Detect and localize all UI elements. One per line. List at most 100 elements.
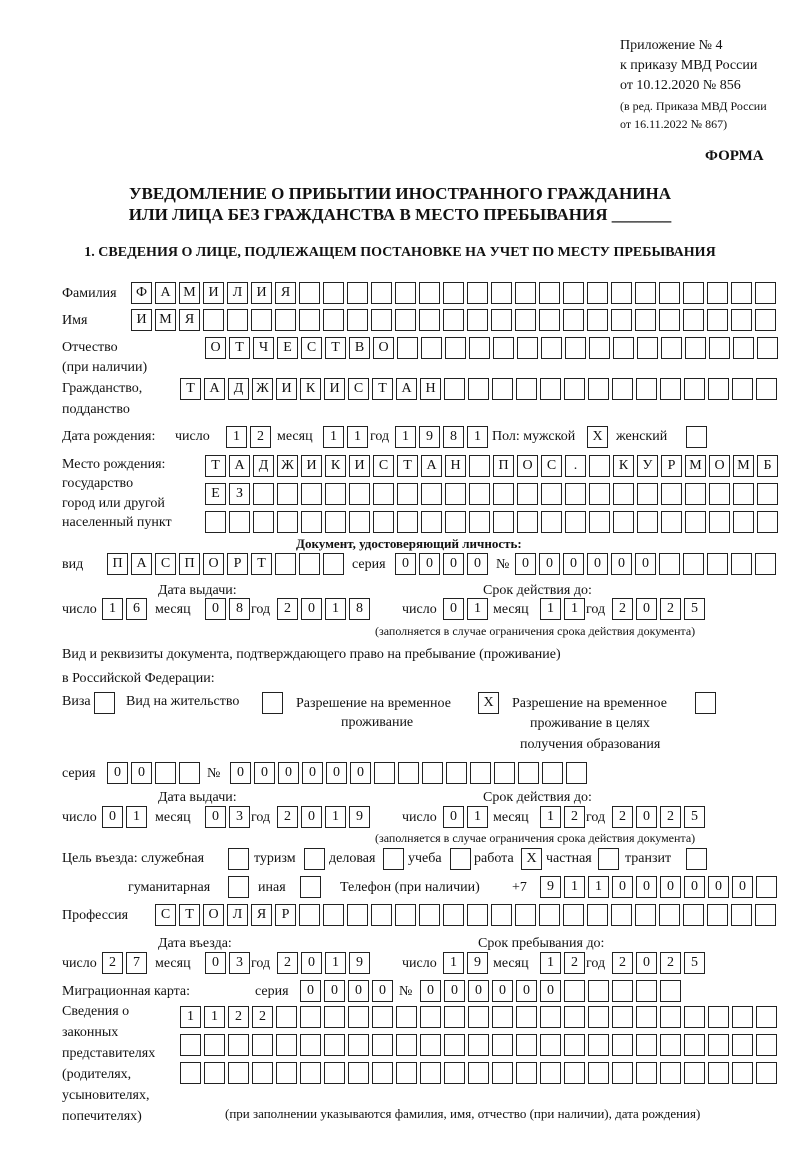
char-cell[interactable] [515,309,536,331]
char-cell[interactable]: И [301,455,322,477]
char-cell[interactable] [180,1034,201,1056]
char-cell[interactable] [637,511,658,533]
char-cell[interactable] [276,1006,297,1028]
char-cell[interactable] [300,1062,321,1084]
char-cell[interactable] [276,1034,297,1056]
char-cell[interactable]: 0 [444,980,465,1002]
char-cell[interactable] [348,1062,369,1084]
char-cell[interactable]: И [251,282,272,304]
char-cell[interactable] [515,282,536,304]
char-cell[interactable] [707,553,728,575]
char-cell[interactable] [733,337,754,359]
char-cell[interactable] [299,282,320,304]
char-cell[interactable] [660,1006,681,1028]
char-cell[interactable]: 0 [516,980,537,1002]
char-cell[interactable]: 0 [612,876,633,898]
char-cell[interactable]: Л [227,904,248,926]
char-cell[interactable] [275,309,296,331]
char-cell[interactable] [637,337,658,359]
char-cell[interactable] [444,1034,465,1056]
char-cell[interactable]: П [493,455,514,477]
char-cell[interactable] [588,1034,609,1056]
char-cell[interactable] [611,904,632,926]
char-cell[interactable] [300,1034,321,1056]
char-cell[interactable] [660,378,681,400]
char-cell[interactable] [566,762,587,784]
checkbox-cell[interactable] [94,692,115,714]
char-cell[interactable] [371,282,392,304]
char-cell[interactable]: 0 [636,598,657,620]
char-cell[interactable] [467,904,488,926]
char-cell[interactable]: 1 [102,598,123,620]
char-cell[interactable]: 0 [636,876,657,898]
checkbox-cell[interactable] [304,848,325,870]
char-cell[interactable] [731,904,752,926]
checkbox-cell[interactable] [300,876,321,898]
char-cell[interactable] [612,980,633,1002]
char-cell[interactable]: 0 [443,598,464,620]
char-cell[interactable]: П [107,553,128,575]
char-cell[interactable]: 6 [126,598,147,620]
char-cell[interactable]: 0 [467,553,488,575]
char-cell[interactable]: 8 [443,426,464,448]
char-cell[interactable]: И [276,378,297,400]
char-cell[interactable] [323,904,344,926]
checkbox-cell[interactable]: X [587,426,608,448]
char-cell[interactable] [252,1034,273,1056]
char-cell[interactable]: 0 [302,762,323,784]
char-cell[interactable] [229,511,250,533]
char-cell[interactable]: Т [229,337,250,359]
char-cell[interactable] [228,1034,249,1056]
char-cell[interactable] [517,511,538,533]
char-cell[interactable]: 0 [324,980,345,1002]
char-cell[interactable]: М [155,309,176,331]
char-cell[interactable] [708,1062,729,1084]
char-cell[interactable] [659,553,680,575]
char-cell[interactable] [613,337,634,359]
char-cell[interactable] [683,309,704,331]
char-cell[interactable] [539,309,560,331]
char-cell[interactable] [564,1062,585,1084]
char-cell[interactable] [444,378,465,400]
char-cell[interactable] [470,762,491,784]
char-cell[interactable]: 0 [107,762,128,784]
birthplace-row3-field[interactable] [205,511,781,533]
visa-checkbox[interactable] [94,692,118,714]
trp-edu-checkbox[interactable] [695,692,719,714]
char-cell[interactable]: 9 [349,806,370,828]
char-cell[interactable] [468,1062,489,1084]
char-cell[interactable] [445,337,466,359]
char-cell[interactable]: 1 [204,1006,225,1028]
char-cell[interactable]: О [709,455,730,477]
char-cell[interactable] [517,483,538,505]
char-cell[interactable]: Т [251,553,272,575]
char-cell[interactable] [540,1006,561,1028]
char-cell[interactable]: О [205,337,226,359]
char-cell[interactable]: Т [205,455,226,477]
checkbox-cell[interactable] [695,692,716,714]
checkbox-cell[interactable] [686,426,707,448]
purpose-transit-checkbox[interactable] [686,848,710,870]
char-cell[interactable] [325,483,346,505]
char-cell[interactable]: О [203,904,224,926]
char-cell[interactable]: Я [251,904,272,926]
char-cell[interactable]: 1 [564,598,585,620]
char-cell[interactable] [755,553,776,575]
char-cell[interactable] [492,1006,513,1028]
char-cell[interactable]: 0 [540,980,561,1002]
char-cell[interactable] [564,980,585,1002]
char-cell[interactable] [707,309,728,331]
char-cell[interactable] [563,309,584,331]
char-cell[interactable]: 5 [684,598,705,620]
char-cell[interactable] [757,337,778,359]
char-cell[interactable] [155,762,176,784]
